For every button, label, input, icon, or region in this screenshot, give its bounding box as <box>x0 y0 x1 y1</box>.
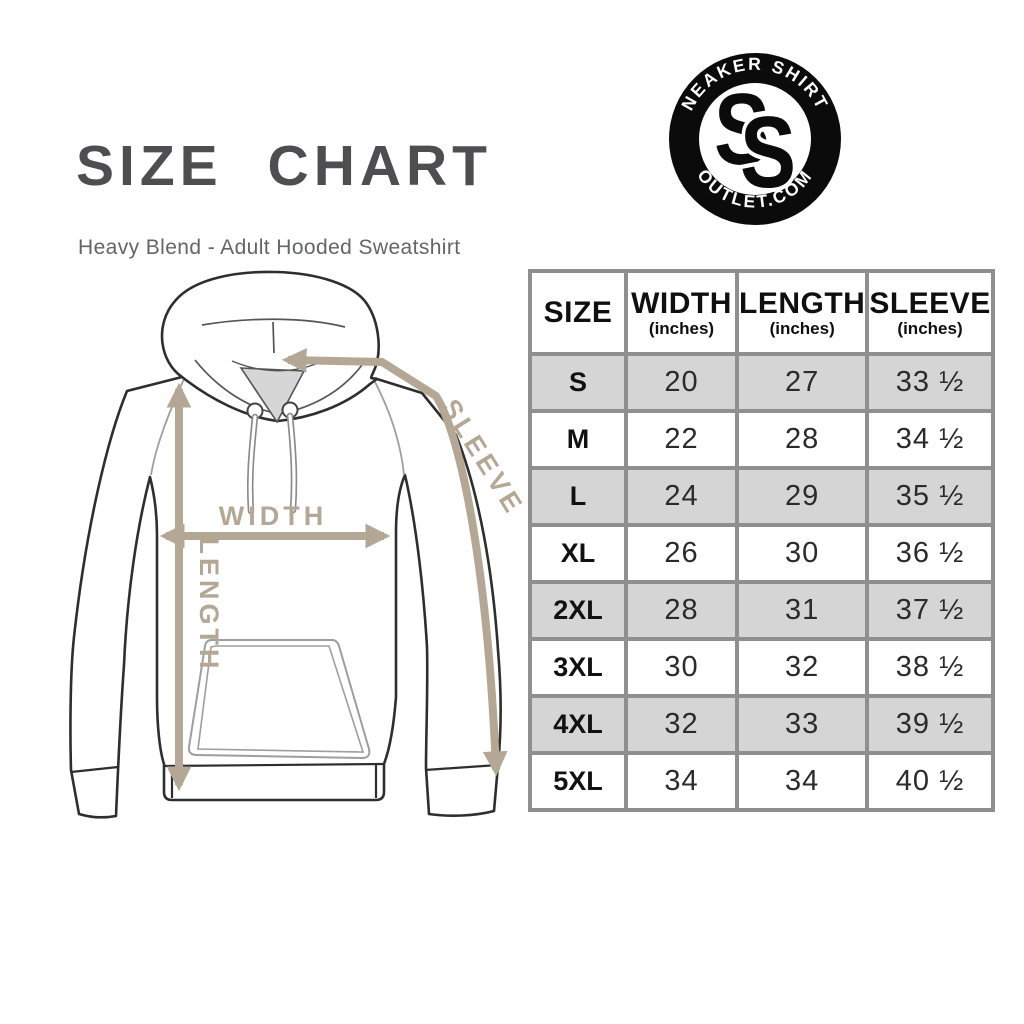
row-xl-size: XL <box>528 523 628 584</box>
table-row: L 24 29 35 ½ <box>528 466 995 527</box>
table-row: 2XL 28 31 37 ½ <box>528 580 995 641</box>
row-m-size: M <box>528 409 628 470</box>
header-width-label: WIDTH <box>631 287 732 321</box>
header-length-label: LENGTH <box>739 287 866 321</box>
row-l-length: 29 <box>734 466 870 527</box>
row-m-sleeve: 34 ½ <box>865 409 995 470</box>
header-length: LENGTH (inches) <box>734 269 870 356</box>
row-s-width: 20 <box>624 352 739 413</box>
row-l-width: 24 <box>624 466 739 527</box>
row-5xl-width: 34 <box>624 751 739 812</box>
row-4xl-length: 33 <box>734 694 870 755</box>
drawstring-left <box>248 415 257 513</box>
row-l-sleeve: 35 ½ <box>865 466 995 527</box>
row-5xl-length: 34 <box>734 751 870 812</box>
row-l-size: L <box>528 466 628 527</box>
row-2xl-size: 2XL <box>528 580 628 641</box>
table-row: 4XL 32 33 39 ½ <box>528 694 995 755</box>
brand-logo-badge: SNEAKER SHIRTS OUTLET.COM S S <box>669 53 841 225</box>
row-xl-sleeve: 36 ½ <box>865 523 995 584</box>
row-3xl-sleeve: 38 ½ <box>865 637 995 698</box>
table-row: 3XL 30 32 38 ½ <box>528 637 995 698</box>
header-size: SIZE <box>528 269 628 356</box>
header-sleeve-sub: (inches) <box>897 318 963 338</box>
header-size-label: SIZE <box>543 295 613 329</box>
row-2xl-length: 31 <box>734 580 870 641</box>
table-row: S 20 27 33 ½ <box>528 352 995 413</box>
table-row: M 22 28 34 ½ <box>528 409 995 470</box>
header-sleeve: SLEEVE (inches) <box>865 269 995 356</box>
row-3xl-width: 30 <box>624 637 739 698</box>
row-s-length: 27 <box>734 352 870 413</box>
logo-ss-monogram-icon: S S <box>710 69 800 212</box>
sleeve-arrow <box>281 347 508 777</box>
table-row: XL 26 30 36 ½ <box>528 523 995 584</box>
monogram-s1: S <box>714 73 770 186</box>
row-4xl-sleeve: 39 ½ <box>865 694 995 755</box>
row-5xl-sleeve: 40 ½ <box>865 751 995 812</box>
row-4xl-size: 4XL <box>528 694 628 755</box>
hoodie-measurement-diagram: WIDTH LENGTH SLEEVE <box>69 270 530 819</box>
row-3xl-length: 32 <box>734 637 870 698</box>
page-subtitle: Heavy Blend - Adult Hooded Sweatshirt <box>78 236 461 259</box>
header-width-sub: (inches) <box>648 318 715 338</box>
row-m-width: 22 <box>624 409 739 470</box>
header-width: WIDTH (inches) <box>624 269 739 356</box>
row-m-length: 28 <box>734 409 870 470</box>
row-2xl-width: 28 <box>624 580 739 641</box>
row-s-size: S <box>528 352 628 413</box>
row-s-sleeve: 33 ½ <box>865 352 995 413</box>
size-table: SIZE WIDTH (inches) LENGTH (inches) SLEE… <box>528 269 995 812</box>
row-5xl-size: 5XL <box>528 751 628 812</box>
width-label: WIDTH <box>219 501 327 531</box>
length-label: LENGTH <box>194 538 224 673</box>
header-length-sub: (inches) <box>769 318 835 338</box>
table-row: 5XL 34 34 40 ½ <box>528 751 995 812</box>
row-4xl-width: 32 <box>624 694 739 755</box>
monogram-s2: S <box>740 96 796 209</box>
row-xl-width: 26 <box>624 523 739 584</box>
size-table-header-row: SIZE WIDTH (inches) LENGTH (inches) SLEE… <box>528 269 995 356</box>
header-sleeve-label: SLEEVE <box>869 287 991 321</box>
row-xl-length: 30 <box>734 523 870 584</box>
row-3xl-size: 3XL <box>528 637 628 698</box>
logo-inner-circle <box>699 83 811 195</box>
row-2xl-sleeve: 37 ½ <box>865 580 995 641</box>
page-title: SIZE CHART <box>76 134 492 198</box>
